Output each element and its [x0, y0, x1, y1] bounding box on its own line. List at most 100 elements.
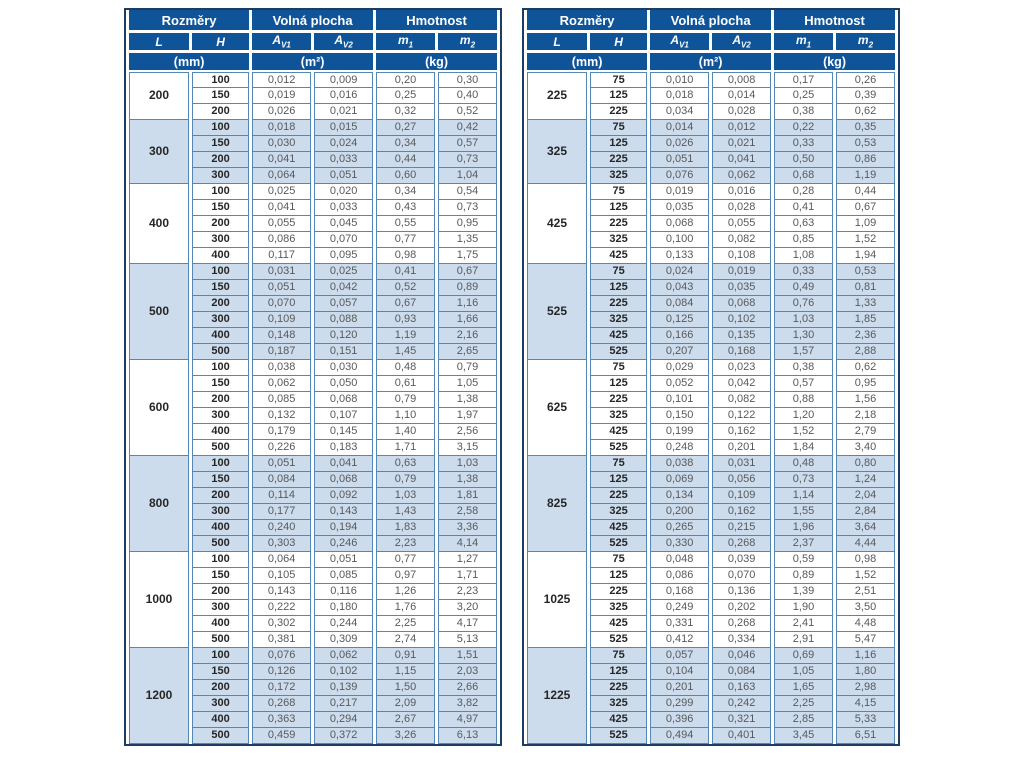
data-value: 0,494 — [650, 728, 710, 744]
data-value: 0,222 — [252, 600, 312, 616]
data-value: 1,90 — [774, 600, 833, 616]
col-header-m1: m1 — [774, 33, 833, 53]
data-value: 0,025 — [314, 264, 374, 280]
data-value: 1,56 — [835, 392, 895, 408]
table-row: 425 0,331 0,268 2,41 4,48 — [527, 616, 895, 632]
table-row: 200 100 0,012 0,009 0,20 0,30 — [129, 72, 497, 120]
data-value: 0,069 — [650, 472, 710, 488]
data-value: 0,201 — [650, 680, 710, 696]
data-value: 0,145 — [314, 424, 374, 440]
data-value: 0,294 — [314, 712, 374, 728]
dimension-h-value: 75 — [590, 552, 648, 568]
table-row: 425 0,166 0,135 1,30 2,36 — [527, 328, 895, 344]
header-rozmery: Rozměry — [527, 10, 648, 33]
data-value: 0,008 — [712, 72, 772, 88]
table-row: 150 0,019 0,016 0,25 0,40 — [129, 88, 497, 104]
data-value: 0,034 — [650, 104, 710, 120]
data-value: 0,248 — [650, 440, 710, 456]
table-row: 150 0,030 0,024 0,34 0,57 — [129, 136, 497, 152]
data-value: 0,046 — [712, 648, 772, 664]
data-value: 0,101 — [650, 392, 710, 408]
table-row: 125 0,035 0,028 0,41 0,67 — [527, 200, 895, 216]
data-value: 0,17 — [774, 72, 833, 88]
table-row: 600 100 0,038 0,030 0,48 0,79 — [129, 360, 497, 456]
data-value: 0,372 — [314, 728, 374, 744]
data-value: 1,52 — [835, 232, 895, 248]
data-value: 0,202 — [712, 600, 772, 616]
data-value: 0,88 — [774, 392, 833, 408]
data-value: 0,033 — [314, 200, 374, 216]
table-row: 325 0,100 0,082 0,85 1,52 — [527, 232, 895, 248]
data-value: 1,24 — [835, 472, 895, 488]
data-value: 0,055 — [712, 216, 772, 232]
data-value: 0,77 — [376, 232, 435, 248]
data-value: 0,051 — [650, 152, 710, 168]
data-value: 1,71 — [376, 440, 435, 456]
data-value: 0,33 — [774, 136, 833, 152]
table-row: 825 75 0,038 0,031 0,48 0,80 — [527, 456, 895, 552]
table-row: 400 0,302 0,244 2,25 4,17 — [129, 616, 497, 632]
data-value: 1,39 — [774, 584, 833, 600]
dimension-l-value: 300 — [129, 120, 189, 184]
data-value: 4,48 — [835, 616, 895, 632]
table-row: 225 0,051 0,041 0,50 0,86 — [527, 152, 895, 168]
dimension-h-value: 400 — [192, 712, 250, 728]
dimension-l-value: 800 — [129, 456, 189, 552]
dimension-h-value: 500 — [192, 536, 250, 552]
dimension-h-value: 75 — [590, 120, 648, 136]
data-value: 0,024 — [650, 264, 710, 280]
dimension-h-value: 325 — [590, 600, 648, 616]
data-value: 0,215 — [712, 520, 772, 536]
data-value: 0,018 — [650, 88, 710, 104]
header-row-columns: L H AV1 AV2 m1 m2 — [129, 33, 497, 53]
dimension-l-value: 325 — [527, 120, 587, 184]
data-value: 1,40 — [376, 424, 435, 440]
table-row: 500 0,226 0,183 1,71 3,15 — [129, 440, 497, 456]
dimension-h-value: 125 — [590, 136, 648, 152]
table-row: 425 0,199 0,162 1,52 2,79 — [527, 424, 895, 440]
table-row: 525 0,248 0,201 1,84 3,40 — [527, 440, 895, 456]
dimension-h-value: 75 — [590, 264, 648, 280]
table-body-left: 200 100 0,012 0,009 0,20 0,30 150 0,019 0,016 0,2… — [129, 72, 497, 744]
table-row: 125 0,104 0,084 1,05 1,80 — [527, 664, 895, 680]
data-value: 0,068 — [712, 296, 772, 312]
data-value: 3,64 — [835, 520, 895, 536]
data-value: 2,56 — [437, 424, 497, 440]
dimension-h-value: 200 — [192, 296, 250, 312]
table-row: 425 0,265 0,215 1,96 3,64 — [527, 520, 895, 536]
dimension-h-value: 200 — [192, 680, 250, 696]
dimension-l-value: 1025 — [527, 552, 587, 648]
table-row: 500 0,303 0,246 2,23 4,14 — [129, 536, 497, 552]
data-value: 0,38 — [774, 104, 833, 120]
data-value: 0,79 — [376, 472, 435, 488]
dimension-l-value: 425 — [527, 184, 587, 264]
data-value: 0,026 — [650, 136, 710, 152]
table-row: 125 0,086 0,070 0,89 1,52 — [527, 568, 895, 584]
table-row: 500 0,381 0,309 2,74 5,13 — [129, 632, 497, 648]
data-value: 0,86 — [835, 152, 895, 168]
data-value: 0,331 — [650, 616, 710, 632]
dimension-h-value: 150 — [192, 376, 250, 392]
table-row: 500 0,187 0,151 1,45 2,65 — [129, 344, 497, 360]
data-value: 1,26 — [376, 584, 435, 600]
table-row: 425 75 0,019 0,016 0,28 0,44 — [527, 184, 895, 264]
data-value: 0,187 — [252, 344, 312, 360]
data-value: 0,041 — [712, 152, 772, 168]
table-row: 325 0,076 0,062 0,68 1,19 — [527, 168, 895, 184]
dimension-h-value: 225 — [590, 216, 648, 232]
table-row: 325 0,299 0,242 2,25 4,15 — [527, 696, 895, 712]
table-row: 200 0,026 0,021 0,32 0,52 — [129, 104, 497, 120]
data-value: 1,52 — [774, 424, 833, 440]
table-row: 400 0,117 0,095 0,98 1,75 — [129, 248, 497, 264]
dimension-h-value: 300 — [192, 504, 250, 520]
data-value: 0,057 — [650, 648, 710, 664]
data-value: 4,44 — [835, 536, 895, 552]
data-value: 2,16 — [437, 328, 497, 344]
data-value: 1,19 — [376, 328, 435, 344]
dimension-h-value: 75 — [590, 360, 648, 376]
data-value: 0,172 — [252, 680, 312, 696]
dimension-h-value: 400 — [192, 520, 250, 536]
dimension-h-value: 125 — [590, 472, 648, 488]
data-value: 0,062 — [252, 376, 312, 392]
table-row: 325 0,200 0,162 1,55 2,84 — [527, 504, 895, 520]
